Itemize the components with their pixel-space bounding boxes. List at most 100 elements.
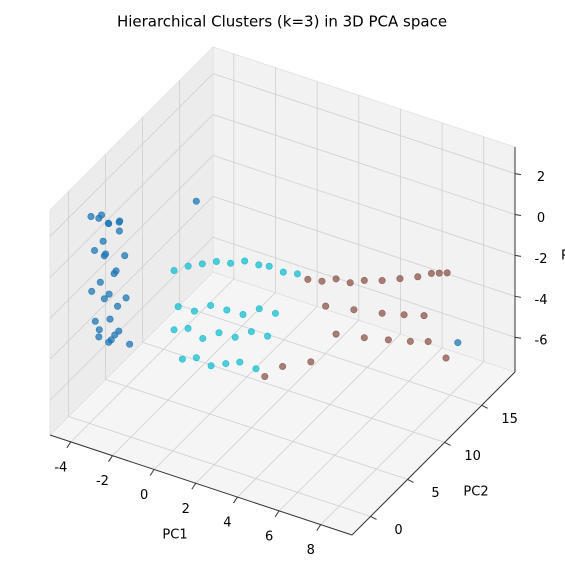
point [199,334,207,342]
point [174,303,182,311]
grid-line [212,195,516,297]
tick-mark [514,295,522,298]
point [99,237,107,245]
point [293,270,301,278]
grid-line [212,114,516,215]
point [427,269,435,277]
y-axis-label: PC2 [463,485,488,500]
x-tick-label: 0 [140,488,148,503]
point [384,336,392,344]
point [170,326,178,334]
grid-line [105,379,408,480]
point [170,266,178,274]
grid-line [212,155,516,256]
z-tick-label: -6 [535,334,548,349]
grid-line [142,342,445,443]
point [241,257,249,265]
point [271,309,279,317]
chart-title: Hierarchical Clusters (k=3) in 3D PCA sp… [117,13,447,31]
grid-line [153,306,318,470]
tick-mark [514,214,522,216]
point [115,227,123,235]
point [98,211,106,219]
x-tick-label: -2 [96,474,109,489]
point [184,324,192,332]
point [454,339,462,347]
point [91,317,99,325]
tick-mark [481,404,488,409]
point [122,294,130,302]
point [102,250,110,258]
grid-line [68,416,371,517]
point [322,302,330,310]
grid-line [320,361,485,525]
point [247,328,255,336]
point [350,306,358,314]
tick-mark [407,478,414,483]
point [279,362,287,370]
grid-line [112,292,276,456]
point [88,287,96,295]
x-axis-label: PC1 [162,528,187,543]
tick-mark [233,496,238,504]
point [435,269,443,277]
point [231,333,239,341]
x-tick-label: 2 [182,502,190,517]
point [126,340,134,348]
grid-line [212,236,516,338]
z-tick-label: 0 [537,211,545,226]
point [116,217,124,225]
point [207,301,215,309]
tick-mark [108,455,113,462]
grid-line [278,347,443,512]
point [420,312,428,320]
point [207,362,215,370]
grid-line [49,155,214,319]
grid-line [237,333,401,498]
point [406,337,414,345]
point [106,315,114,323]
point [95,333,103,341]
tick-mark [274,510,280,518]
point [252,365,260,373]
point [178,355,186,363]
point [239,310,247,318]
point [414,273,422,281]
point [190,307,198,315]
point [192,197,200,205]
grid-line [212,73,516,174]
y-tick-label: 0 [394,523,402,538]
grid-line [195,319,360,484]
grid-line [70,278,235,443]
point [332,330,340,338]
point [114,302,122,310]
point [107,336,115,344]
point [261,373,269,381]
y-axis-line [351,371,516,536]
point [87,212,95,220]
point [396,275,404,283]
point [198,260,206,268]
tick-mark [370,516,377,520]
x-tick-label: 8 [307,543,315,558]
grid-line [49,196,214,360]
x-tick-label: 4 [223,516,231,531]
grid-line [179,304,482,406]
grid-line [49,73,214,237]
point [332,275,340,283]
point [360,276,368,284]
tick-mark [514,336,522,339]
point [222,360,230,368]
point [378,309,386,317]
point [212,258,220,266]
point [424,338,432,346]
point [115,327,123,335]
point [112,267,120,275]
tick-mark [444,441,451,446]
point [265,262,273,270]
point [91,246,99,254]
grid-line [49,114,214,278]
z-tick-label: -4 [535,293,548,308]
point [95,326,103,334]
